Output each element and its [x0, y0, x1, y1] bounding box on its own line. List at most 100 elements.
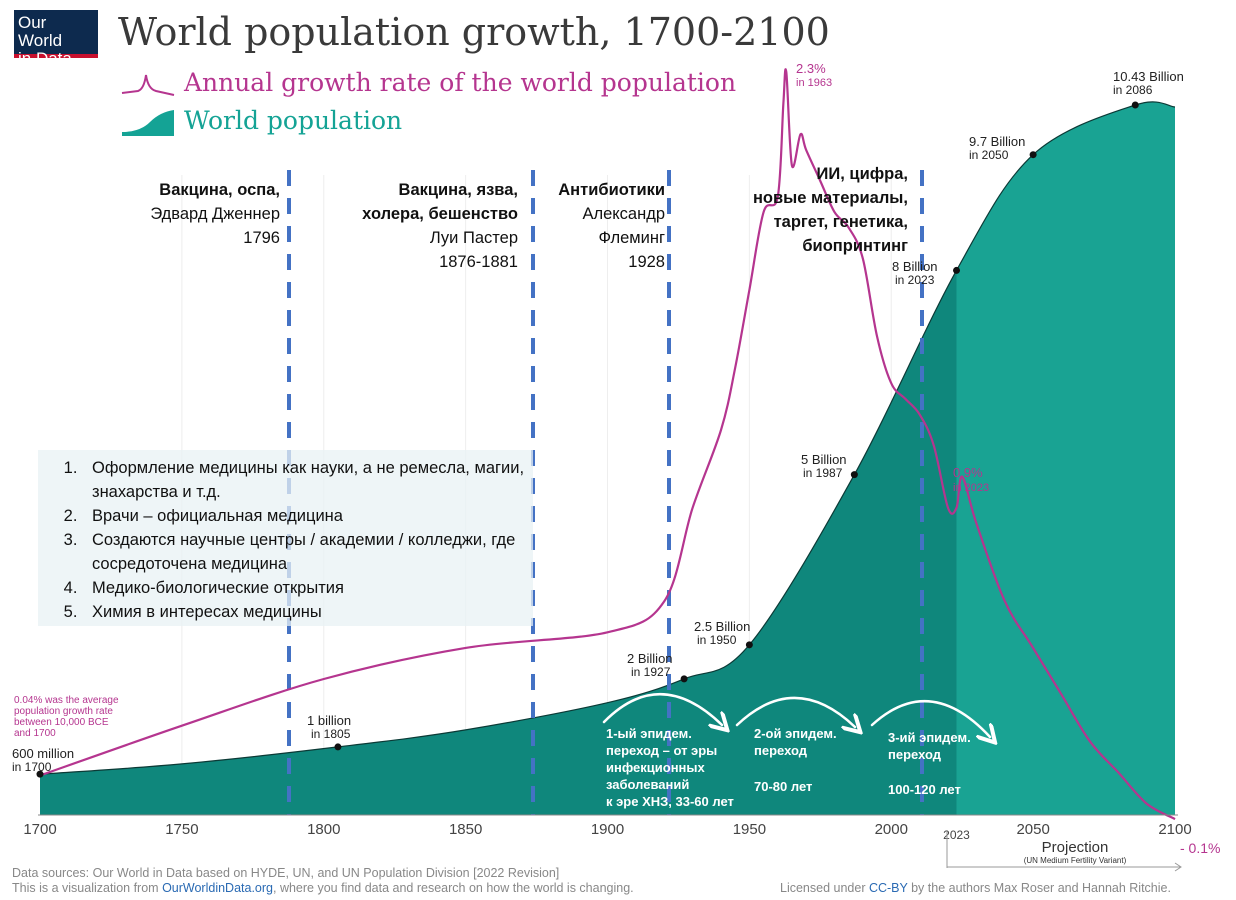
label-growth-2023-year: in 2023: [953, 482, 989, 494]
footer-note-text-a: This is a visualization from: [12, 881, 163, 895]
ep3-l2: переход: [888, 747, 942, 762]
fact-item: Химия в интересах медицины: [82, 600, 533, 624]
population-dot-2023: [953, 266, 961, 274]
annotation-smallpox-name: Эдвард Дженнер: [150, 205, 280, 223]
annotation-pasteur-year: 1876-1881: [439, 253, 518, 271]
x-tick-2100: 2100: [1158, 821, 1191, 838]
x-tick-1900: 1900: [591, 821, 624, 838]
annotation-future-tech-3: таргет, генетика,: [773, 213, 908, 231]
population-line: [39, 101, 1176, 775]
label-growth-2023: 0.9%: [953, 465, 983, 480]
cc-by-link[interactable]: CC-BY: [868, 881, 908, 895]
label-growth-peak: 2.3%: [796, 61, 826, 76]
annotation-future-tech-1: ИИ, цифра,: [816, 165, 908, 183]
annotation-pasteur: Вакцина, язва, холера, бешенство Луи Пас…: [362, 178, 518, 274]
x-tick-2023: 2023: [943, 828, 970, 842]
label-growth-note-3: between 10,000 BCE: [14, 717, 109, 728]
growth-legend-icon: [121, 74, 175, 96]
label-2-5b-year: in 1950: [697, 633, 737, 647]
label-1b-year: in 1805: [311, 727, 351, 741]
projection-sublabel: (UN Medium Fertility Variant): [1024, 856, 1127, 865]
annotation-antibiotics: Антибиотики Александр Флеминг 1928: [558, 178, 665, 274]
footer-note-text-b: , where you find data and research on ho…: [273, 881, 634, 895]
x-axis-ticks: 1700 1750 1800 1850 1900 1950 2000 2023 2050 2100: [23, 821, 1191, 842]
population-markers: [36, 101, 1139, 778]
logo-line-1: Our World: [18, 13, 63, 50]
legend-growth: Annual growth rate of the world populati…: [120, 68, 736, 99]
epidemic-arrow-1: [602, 693, 722, 725]
annotation-smallpox-title: Вакцина, оспа,: [159, 181, 280, 199]
label-5b-year: in 1987: [803, 466, 843, 480]
annotation-pasteur-title-2: холера, бешенство: [362, 205, 518, 223]
label-8b-year: in 2023: [895, 273, 935, 287]
x-tick-1950: 1950: [733, 821, 766, 838]
annotation-antibiotics-name-2: Флеминг: [598, 229, 666, 247]
population-dot-1805: [334, 743, 342, 751]
label-2-5b: 2.5 Billion: [694, 619, 750, 634]
owid-logo[interactable]: Our World in Data: [14, 10, 98, 68]
epidemic-arrow-3: [870, 699, 990, 737]
population-dot-2050: [1029, 151, 1037, 159]
ep1-l1: 1-ый эпидем.: [606, 726, 692, 741]
population-area: [40, 101, 1175, 816]
label-growth-note-2: population growth rate: [14, 706, 113, 717]
footer-visualization-note: This is a visualization from OurWorldinD…: [12, 881, 634, 895]
annotation-future-tech: ИИ, цифра, новые материалы, таргет, гене…: [753, 162, 908, 258]
label-10-43b: 10.43 Billion: [1113, 69, 1184, 84]
x-tick-2050: 2050: [1016, 821, 1049, 838]
medicine-facts-box: Оформление медицины как науки, а не реме…: [38, 450, 533, 626]
label-600m-year: in 1700: [12, 760, 52, 774]
x-tick-1850: 1850: [449, 821, 482, 838]
annotation-antibiotics-name-1: Александр: [582, 205, 665, 223]
label-8b: 8 Billion: [892, 259, 938, 274]
annotation-future-tech-4: биопринтинг: [802, 237, 908, 255]
fact-item: Врачи – официальная медицина: [82, 504, 533, 528]
population-dot-1700: [36, 770, 44, 778]
ep3-l1: 3-ий эпидем.: [888, 730, 971, 745]
footer-license-a: Licensed under: [780, 881, 869, 895]
fact-item: Медико-биологические открытия: [82, 576, 533, 600]
projection-label: Projection: [1042, 839, 1109, 856]
population-dot-1927: [680, 675, 688, 683]
annotation-pasteur-name: Луи Пастер: [429, 229, 518, 247]
label-600m: 600 million: [12, 746, 74, 761]
label-9-7b-year: in 2050: [969, 148, 1009, 162]
owid-link[interactable]: OurWorldinData.org: [162, 881, 273, 895]
population-dot-1987: [850, 471, 858, 479]
logo-line-2: in Data: [18, 49, 72, 68]
label-5b: 5 Billion: [801, 452, 847, 467]
x-tick-1750: 1750: [165, 821, 198, 838]
x-tick-1700: 1700: [23, 821, 56, 838]
epidemic-arrow-2: [735, 696, 855, 727]
population-legend-icon: [122, 109, 174, 136]
ep1-l5: к эре ХНЗ, 33-60 лет: [606, 794, 734, 809]
label-growth-note-1: 0.04% was the average: [14, 695, 119, 706]
annotation-antibiotics-title: Антибиотики: [558, 181, 665, 199]
legend-population: World population: [120, 106, 402, 138]
annotation-smallpox: Вакцина, оспа, Эдвард Дженнер 1796: [150, 178, 280, 250]
footer-license-b: by the authors Max Roser and Hannah Ritc…: [907, 881, 1171, 895]
population-dot-1950: [745, 641, 753, 649]
epidemic-transition-2-years: 70-80 лет: [754, 779, 813, 794]
epidemic-arrows: [602, 693, 990, 737]
fact-item: Оформление медицины как науки, а не реме…: [82, 456, 533, 504]
label-2b-year: in 1927: [631, 665, 671, 679]
annotation-future-tech-2: новые материалы,: [752, 189, 908, 207]
ep1-l4: заболеваний: [606, 777, 690, 792]
label-growth-2100: - 0.1%: [1180, 840, 1220, 856]
ep1-l2: переход – от эры: [606, 743, 718, 758]
label-growth-peak-year: in 1963: [796, 77, 832, 89]
epidemic-transition-3-years: 100-120 лет: [888, 782, 961, 797]
population-projection-area: [956, 101, 1175, 815]
fact-item: Создаются научные центры / академии / ко…: [82, 528, 533, 576]
label-growth-note-4: and 1700: [14, 728, 56, 739]
annotation-smallpox-year: 1796: [243, 229, 280, 247]
projection-bracket: [946, 830, 1182, 872]
footer-sources: Data sources: Our World in Data based on…: [12, 866, 560, 880]
x-tick-1800: 1800: [307, 821, 340, 838]
label-9-7b: 9.7 Billion: [969, 134, 1025, 149]
annotation-antibiotics-year: 1928: [628, 253, 665, 271]
epidemic-transition-1: 1-ый эпидем. переход – от эры инфекционн…: [606, 725, 734, 810]
label-2b: 2 Billion: [627, 651, 673, 666]
ep2-l2: переход: [754, 743, 808, 758]
